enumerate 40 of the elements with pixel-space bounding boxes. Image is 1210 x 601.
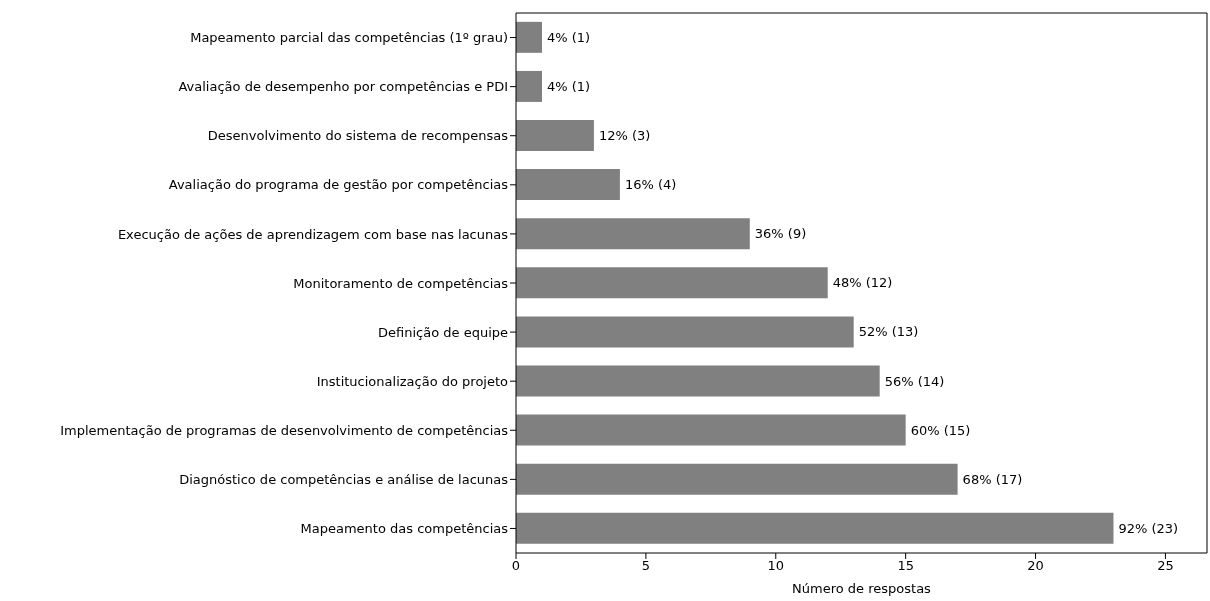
data-label: 48% (12) (832, 275, 893, 291)
bar (516, 169, 620, 201)
bar (516, 414, 906, 446)
data-label: 68% (17) (962, 471, 1023, 487)
x-tick-label: 5 (641, 558, 651, 574)
x-tick-label: 0 (511, 558, 521, 574)
x-tick-label: 15 (897, 558, 914, 574)
y-tick-label: Mapeamento das competências (300, 521, 509, 537)
data-label: 36% (9) (754, 226, 807, 242)
x-tick-label: 10 (767, 558, 785, 574)
y-tick-label: Execução de ações de aprendizagem com base nas lacunas (117, 226, 509, 242)
y-tick-label: Desenvolvimento do sistema de recompensas (207, 128, 509, 144)
x-tick-label: 25 (1157, 558, 1174, 574)
bar (516, 316, 854, 348)
y-tick-label: Definição de equipe (378, 324, 508, 340)
y-tick-label: Avaliação do programa de gestão por competências (168, 177, 509, 193)
data-label: 60% (15) (910, 422, 971, 438)
data-label: 4% (1) (546, 29, 591, 45)
y-tick-label: Diagnóstico de competências e análise de lacunas (179, 471, 509, 487)
bar (516, 120, 594, 152)
y-tick-label: Institucionalização do projeto (316, 373, 509, 389)
data-label: 12% (3) (598, 128, 651, 144)
bar (516, 463, 958, 495)
y-tick-label: Implementação de programas de desenvolvimento de competências (60, 422, 509, 438)
data-label: 16% (4) (624, 177, 677, 193)
bar (516, 21, 542, 53)
y-tick-label: Mapeamento parcial das competências (1º grau) (190, 30, 508, 46)
x-tick-label: 20 (1027, 558, 1044, 574)
data-label: 56% (14) (884, 373, 945, 389)
y-tick-label: Monitoramento de competências (293, 275, 509, 291)
y-tick-label: Avaliação de desempenho por competências e PDI (178, 79, 508, 95)
bar (516, 267, 828, 299)
bar (516, 365, 880, 397)
x-axis-title: Número de respostas (792, 581, 932, 596)
data-label: 4% (1) (546, 79, 591, 95)
bar (516, 70, 542, 102)
bar (516, 512, 1114, 544)
bar (516, 218, 750, 250)
data-label: 52% (13) (858, 324, 919, 340)
data-label: 92% (23) (1118, 520, 1179, 536)
